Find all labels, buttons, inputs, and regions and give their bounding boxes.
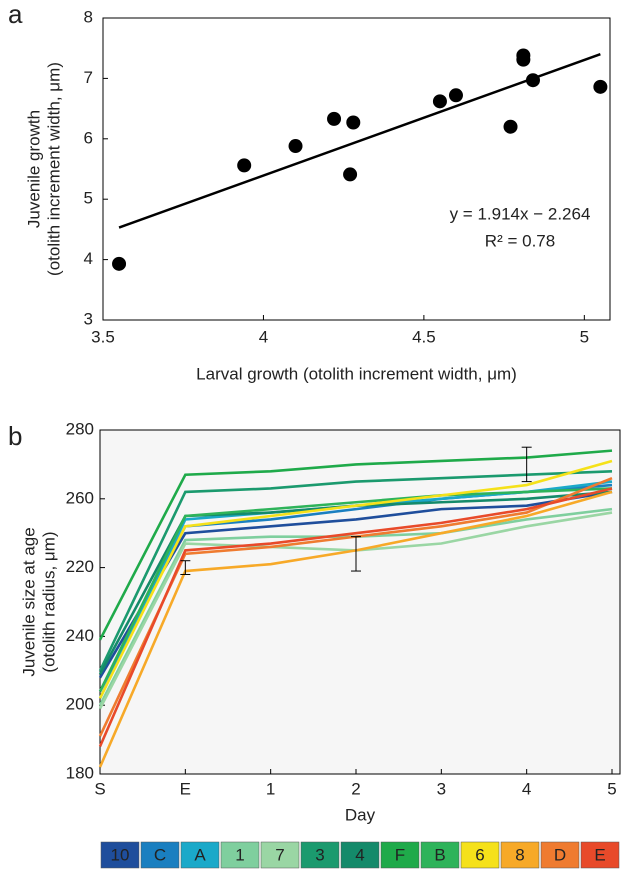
series-line bbox=[98, 487, 613, 693]
legend-swatch bbox=[340, 841, 380, 869]
regression-line bbox=[118, 52, 601, 229]
x-axis-label: Day bbox=[345, 805, 376, 824]
plot-area bbox=[99, 429, 621, 775]
data-point bbox=[112, 256, 127, 271]
x-tick-label: 4.5 bbox=[412, 327, 436, 346]
legend-swatch bbox=[380, 841, 420, 869]
legend-swatch bbox=[420, 841, 460, 869]
x-tick-label: E bbox=[180, 779, 191, 798]
data-point bbox=[432, 94, 447, 109]
legend-label: 3 bbox=[315, 845, 324, 864]
error-bar bbox=[521, 446, 532, 483]
x-tick-label: 2 bbox=[351, 779, 360, 798]
legend-swatch bbox=[180, 841, 220, 869]
y-tick-label: 5 bbox=[84, 189, 93, 208]
y-tick-label: 7 bbox=[84, 68, 93, 87]
y-tick-label: 220 bbox=[66, 557, 94, 576]
y-tick-label: 4 bbox=[84, 249, 93, 268]
legend-swatch bbox=[260, 841, 300, 869]
data-point bbox=[448, 88, 463, 103]
y-tick-label: 280 bbox=[66, 419, 94, 438]
data-point bbox=[288, 139, 303, 154]
legend-swatch bbox=[220, 841, 260, 869]
y-axis-label: (otolith radius, μm) bbox=[39, 531, 58, 672]
x-tick-label: 5 bbox=[607, 779, 616, 798]
y-axis-label: Juvenile size at age bbox=[19, 527, 38, 676]
equation: y = 1.914x − 2.264 bbox=[450, 204, 591, 223]
legend-label: C bbox=[154, 845, 166, 864]
x-tick-label: S bbox=[94, 779, 105, 798]
data-point bbox=[593, 79, 608, 94]
error-bar bbox=[351, 536, 361, 572]
data-point bbox=[503, 119, 518, 134]
y-tick-label: 6 bbox=[84, 128, 93, 147]
legend-label: 8 bbox=[515, 845, 524, 864]
x-tick-label: 5 bbox=[580, 327, 589, 346]
series-line bbox=[98, 490, 613, 679]
data-point bbox=[525, 73, 540, 88]
legend-label: D bbox=[554, 845, 566, 864]
data-point bbox=[516, 52, 531, 67]
x-tick-label: 4 bbox=[522, 779, 531, 798]
legend-swatch bbox=[460, 841, 500, 869]
plot-frame bbox=[102, 17, 611, 321]
y-tick-label: 260 bbox=[66, 488, 94, 507]
y-axis-label: (otolith increment width, μm) bbox=[44, 62, 63, 276]
legend-swatch bbox=[540, 841, 580, 869]
legend-label: 4 bbox=[355, 845, 364, 864]
legend-label: F bbox=[395, 845, 405, 864]
legend-label: B bbox=[434, 845, 445, 864]
legend-label: A bbox=[194, 845, 206, 864]
series-line bbox=[98, 487, 613, 747]
legend-label: E bbox=[594, 845, 605, 864]
legend-label: 10 bbox=[111, 845, 130, 864]
legend-label: 1 bbox=[235, 845, 244, 864]
x-tick-label: 4 bbox=[259, 327, 268, 346]
legend-swatch bbox=[300, 841, 340, 869]
legend-label: 7 bbox=[275, 845, 284, 864]
legend-label: 6 bbox=[475, 845, 484, 864]
legend-swatch bbox=[140, 841, 180, 869]
data-point bbox=[343, 167, 358, 182]
panel-label: a bbox=[8, 0, 23, 29]
r-squared: R² = 0.78 bbox=[485, 231, 555, 250]
y-tick-label: 180 bbox=[66, 763, 94, 782]
data-point bbox=[346, 115, 361, 130]
data-point bbox=[327, 111, 342, 126]
y-tick-label: 8 bbox=[84, 7, 93, 26]
x-tick-label: 3 bbox=[437, 779, 446, 798]
legend-swatch bbox=[500, 841, 540, 869]
y-tick-label: 3 bbox=[84, 309, 93, 328]
legend-swatch bbox=[580, 841, 620, 869]
error-bar bbox=[180, 560, 191, 575]
x-tick-label: 1 bbox=[266, 779, 275, 798]
x-axis-label: Larval growth (otolith increment width, … bbox=[196, 364, 517, 383]
y-axis-label: Juvenile growth bbox=[24, 110, 43, 228]
x-tick-label: 3.5 bbox=[91, 327, 115, 346]
legend-swatch bbox=[100, 841, 140, 869]
y-tick-label: 200 bbox=[66, 695, 94, 714]
data-point bbox=[237, 158, 252, 173]
series-line bbox=[98, 459, 613, 699]
panel-label: b bbox=[8, 421, 22, 451]
y-tick-label: 240 bbox=[66, 626, 94, 645]
